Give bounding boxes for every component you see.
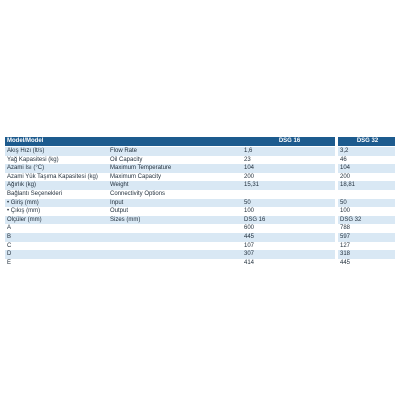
table-cell	[338, 190, 395, 199]
table-cell: Oil Capacity	[110, 156, 143, 163]
table-cell: 23	[244, 156, 251, 163]
table-cell: 107	[244, 242, 255, 249]
table-cell: 15,31	[242, 181, 335, 190]
table-cell: 200	[340, 173, 351, 180]
table-cell: 104	[242, 164, 335, 173]
table-cell: • Çıkış (mm)	[7, 208, 41, 215]
table-cell: D	[5, 250, 108, 259]
table-cell	[108, 250, 242, 259]
table-cell: Output	[110, 208, 129, 215]
table-cell: 445	[242, 233, 335, 242]
header-cell: DSG 32	[338, 137, 395, 146]
table-cell: Ölçüler (mm)	[5, 215, 108, 225]
table-cell	[108, 242, 242, 251]
header-cell: Model/Model	[5, 137, 242, 146]
table-cell: Yağ Kapasitesi (kg)	[7, 156, 59, 163]
table-cell: 100	[244, 208, 255, 215]
table-cell: 3,2	[338, 147, 395, 156]
table-cell: • Giriş (mm)	[5, 198, 108, 208]
table-cell: 50	[242, 198, 335, 208]
table-cell: Flow Rate	[108, 147, 242, 156]
table-cell: 600	[244, 225, 255, 232]
table-cell	[108, 259, 242, 268]
table-cell: B	[5, 233, 108, 242]
table-cell: A	[7, 225, 12, 232]
table-cell: 200	[244, 173, 255, 180]
table-cell: Weight	[108, 181, 242, 190]
table-cell: Bağlantı Seçenekleri	[7, 191, 63, 197]
table-cell: 100	[340, 208, 351, 215]
table-cell: 50	[338, 198, 395, 208]
table-cell: 1,6	[242, 147, 335, 156]
table-cell: Maximum Capacity	[110, 173, 162, 180]
table-cell: DSG 32	[338, 215, 395, 225]
table-cell: 414	[244, 259, 255, 266]
table-cell	[242, 190, 335, 199]
table-cell: Sizes (mm)	[108, 215, 242, 225]
table-cell: Maximum Temperature	[108, 164, 242, 173]
table-cell: 104	[338, 164, 395, 173]
table-cell: Connectivity Options	[110, 191, 166, 197]
table-cell: 445	[340, 259, 351, 266]
table-cell: E	[7, 259, 12, 266]
table-cell: C	[7, 242, 12, 249]
table-cell: 127	[340, 242, 351, 249]
table-cell: 788	[340, 225, 351, 232]
table-cell	[108, 233, 242, 242]
header-cell: DSG 16	[242, 137, 335, 146]
table-cell	[108, 224, 242, 233]
table-cell: 307	[242, 250, 335, 259]
table-cell: Akış Hızı (lt/s)	[5, 147, 108, 156]
table-cell: Input	[108, 198, 242, 208]
table-cell: 46	[340, 156, 347, 163]
table-cell: Azami Yük Taşıma Kapasitesi (kg)	[7, 173, 98, 180]
table-cell: Azami Isı (°C)	[5, 164, 108, 173]
table-cell: DSG 16	[242, 215, 335, 225]
table-cell: 18,81	[338, 181, 395, 190]
table-cell: Ağırlık (kg)	[5, 181, 108, 190]
table-cell: 318	[338, 250, 395, 259]
table-cell: 597	[338, 233, 395, 242]
